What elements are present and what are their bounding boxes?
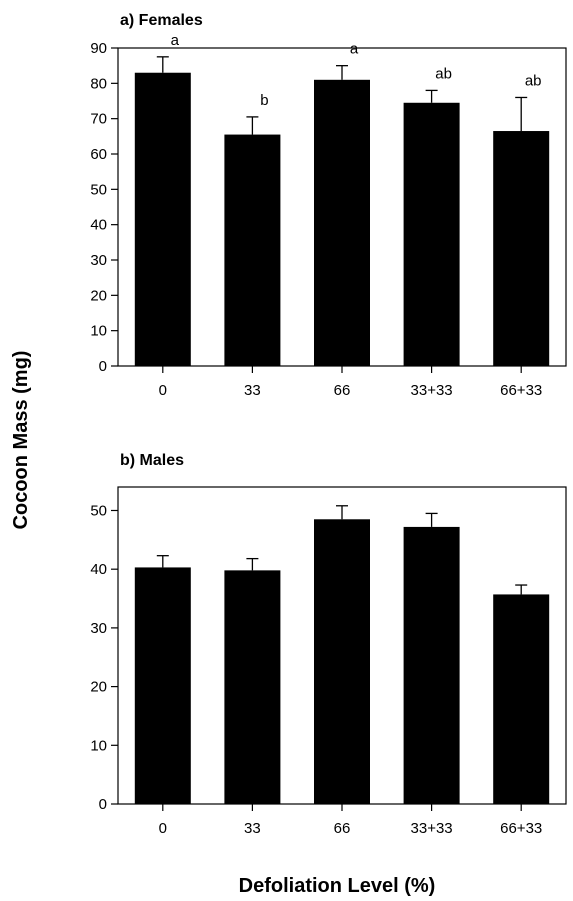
x-tick-label: 66+33 [500,382,542,399]
panel-title-males: b) Males [120,452,184,469]
y-tick-label: 60 [90,146,107,163]
x-tick-label: 0 [159,382,167,399]
bar-males-3 [314,519,370,804]
significance-label: ab [525,72,542,89]
bar-females-5 [493,131,550,366]
bar-males-5 [493,594,550,804]
panel-title-females: a) Females [120,12,203,29]
y-tick-label: 80 [90,75,107,92]
bar-males-4 [403,526,460,804]
x-tick-label: 33 [244,382,261,399]
y-tick-label: 10 [90,323,107,340]
bar-females-3 [314,79,370,367]
y-tick-label: 0 [99,358,107,375]
bar-males-2 [224,570,281,804]
y-tick-label: 30 [90,252,107,269]
y-tick-label: 0 [99,796,107,813]
y-tick-label: 40 [90,561,107,578]
significance-label: ab [435,65,452,82]
x-axis-title: Defoliation Level (%) [239,875,436,897]
y-tick-label: 90 [90,40,107,57]
y-tick-label: 50 [90,502,107,519]
significance-label: a [171,32,180,49]
y-tick-label: 30 [90,620,107,637]
y-tick-label: 50 [90,181,107,198]
x-tick-label: 33+33 [411,382,453,399]
x-tick-label: 0 [159,820,167,837]
significance-label: a [350,41,359,58]
bar-females-4 [403,102,460,367]
x-tick-label: 66+33 [500,820,542,837]
bar-females-1 [134,72,191,366]
panel-females: a) Females 0 10 20 30 40 50 60 70 80 90 0 a 33 b 66 a 33… [90,12,567,399]
x-tick-label: 66 [334,820,351,837]
y-tick-label: 20 [90,679,107,696]
significance-label: b [260,92,268,109]
x-tick-label: 33 [244,820,261,837]
x-tick-label: 33+33 [411,820,453,837]
y-axis-title: Cocoon Mass (mg) [10,351,32,530]
bar-females-2 [224,134,281,366]
x-tick-label: 66 [334,382,351,399]
y-tick-label: 20 [90,287,107,304]
panel-males: b) Males 0 10 20 30 40 50 0 33 66 33+33 66+33 [90,452,567,837]
y-tick-label: 70 [90,111,107,128]
bar-males-1 [134,567,191,804]
y-tick-label: 40 [90,217,107,234]
y-tick-label: 10 [90,737,107,754]
